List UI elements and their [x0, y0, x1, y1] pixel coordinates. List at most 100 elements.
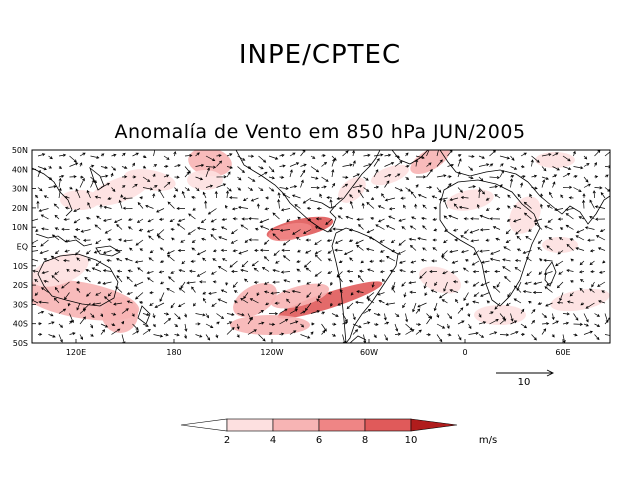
- wind-arrow: [291, 289, 301, 293]
- wind-arrow: [247, 316, 253, 325]
- wind-arrow: [195, 187, 200, 192]
- wind-arrow: [226, 165, 234, 169]
- wind-arrow: [221, 258, 228, 262]
- wind-arrow: [421, 216, 427, 220]
- wind-arrow: [184, 323, 188, 332]
- wind-arrow: [557, 250, 564, 255]
- wind-arrow: [499, 170, 504, 178]
- wind-vectors: [32, 150, 610, 343]
- wind-arrow: [513, 205, 522, 209]
- wind-arrow: [158, 270, 165, 274]
- wind-arrow: [132, 323, 139, 331]
- lon-label-180: 180: [166, 348, 181, 357]
- wind-arrow: [58, 323, 64, 328]
- wind-arrow: [451, 260, 459, 264]
- wind-arrow: [499, 333, 510, 337]
- wind-arrow: [195, 152, 200, 157]
- wind-arrow: [76, 287, 81, 293]
- wind-arrow: [549, 191, 553, 199]
- wind-arrow: [163, 164, 169, 168]
- wind-arrow: [327, 271, 333, 274]
- wind-arrow: [159, 260, 165, 263]
- wind-arrow: [327, 250, 333, 254]
- wind-arrow: [48, 321, 55, 325]
- wind-arrow: [32, 218, 39, 222]
- wind-arrow: [221, 218, 228, 222]
- wind-arrow: [583, 155, 588, 160]
- wind-arrow: [556, 301, 564, 305]
- wind-arrow: [583, 313, 589, 323]
- wind-arrow: [297, 280, 301, 283]
- wind-arrow: [208, 291, 217, 295]
- wind-arrow: [352, 329, 359, 335]
- wind-arrow: [79, 316, 86, 325]
- wind-arrow: [203, 297, 207, 304]
- wind-arrow: [286, 298, 291, 304]
- wind-arrow: [204, 200, 208, 209]
- wind-arrow: [32, 239, 39, 245]
- anomaly-patch: [270, 283, 330, 309]
- wind-arrow: [115, 286, 123, 293]
- wind-arrow: [147, 218, 154, 223]
- wind-arrow: [297, 249, 301, 253]
- wind-arrow: [248, 217, 259, 221]
- wind-arrow: [331, 169, 335, 178]
- wind-arrow: [211, 302, 217, 307]
- anomaly-patch: [535, 152, 575, 168]
- wind-arrow: [541, 153, 552, 157]
- wind-arrow: [300, 150, 306, 157]
- wind-arrow: [495, 237, 501, 241]
- wind-arrow: [541, 322, 550, 326]
- wind-arrow: [489, 150, 497, 157]
- wind-arrow: [468, 185, 477, 189]
- wind-arrow: [95, 292, 102, 296]
- wind-arrow: [363, 163, 372, 167]
- wind-arrow: [297, 216, 301, 220]
- wind-arrow: [122, 206, 133, 210]
- wind-arrow: [589, 216, 595, 220]
- wind-arrow: [192, 207, 196, 211]
- wind-arrow: [346, 269, 354, 273]
- wind-arrow: [385, 302, 396, 306]
- wind-arrow: [476, 204, 480, 209]
- wind-arrow: [102, 281, 112, 285]
- wind-arrow: [307, 218, 312, 221]
- wind-arrow: [142, 313, 150, 317]
- wind-arrow: [295, 237, 301, 241]
- wind-arrow: [124, 257, 133, 262]
- wind-arrow: [594, 334, 600, 341]
- wind-arrow: [236, 323, 240, 330]
- wind-arrow: [226, 187, 232, 192]
- wind-arrow: [314, 271, 322, 277]
- wind-arrow: [216, 321, 220, 325]
- wind-arrow: [302, 197, 312, 204]
- wind-arrow: [217, 298, 228, 304]
- wind-arrow: [95, 260, 102, 267]
- wind-arrow: [356, 244, 364, 251]
- wind-arrow: [178, 269, 186, 273]
- wind-arrow: [135, 239, 144, 246]
- wind-arrow: [566, 243, 574, 251]
- wind-arrow: [156, 229, 165, 237]
- lat-label-30n: 30N: [12, 185, 28, 194]
- wind-arrow: [138, 228, 144, 232]
- wind-arrow: [259, 248, 270, 252]
- wind-arrow: [184, 171, 190, 178]
- wind-arrow: [336, 197, 343, 201]
- wind-arrow: [121, 320, 125, 325]
- wind-arrow: [539, 203, 543, 209]
- lat-label-10n: 10N: [12, 223, 28, 232]
- colorbar-segment-lt2: [180, 418, 228, 432]
- wind-arrow: [517, 193, 522, 199]
- wind-arrow: [317, 281, 322, 287]
- wind-arrow: [195, 163, 205, 167]
- wind-arrow: [37, 153, 46, 157]
- wind-arrow: [249, 298, 259, 304]
- wind-arrow: [420, 258, 427, 262]
- wind-arrow: [167, 201, 175, 209]
- wind-arrow: [422, 204, 427, 209]
- wind-arrow: [384, 161, 395, 167]
- wind-arrow: [232, 281, 238, 288]
- wind-arrow: [195, 176, 204, 181]
- wind-arrow: [85, 216, 91, 220]
